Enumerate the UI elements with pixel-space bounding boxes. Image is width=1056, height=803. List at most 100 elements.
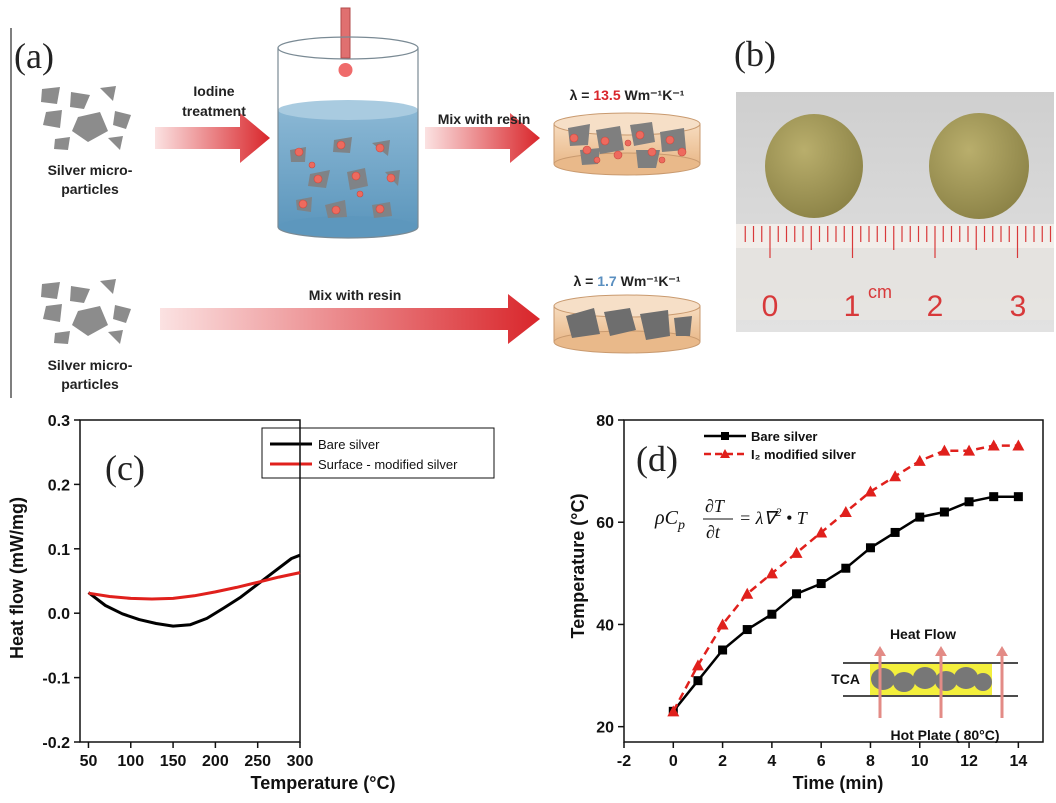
lambda-top-value: 13.5 bbox=[593, 87, 620, 103]
data-point bbox=[864, 485, 877, 497]
series-line-0 bbox=[87, 553, 301, 628]
heat-flow-inset: Heat Flow TCA Hot Plate ( 80°C) bbox=[831, 626, 1018, 743]
data-point bbox=[939, 507, 949, 517]
data-point bbox=[667, 705, 680, 717]
arrow-mix-resin-bottom bbox=[160, 294, 540, 344]
data-point bbox=[815, 526, 828, 538]
panel-c-chart: (c) Heat flow (mW/mg) Temperature (°C) B… bbox=[7, 413, 495, 793]
iodine-label: Iodine bbox=[193, 83, 234, 99]
x-tick-label: 8 bbox=[866, 753, 875, 770]
data-point bbox=[839, 506, 852, 517]
legend-d-bare-marker bbox=[721, 432, 729, 440]
ruler-number-3: 3 bbox=[1010, 290, 1027, 323]
heat-equation: ρCp ∂T ∂t = λ∇2 • T bbox=[654, 496, 809, 542]
ruler-unit: cm bbox=[868, 282, 892, 302]
inset-heat-flow-label: Heat Flow bbox=[890, 626, 956, 642]
treatment-label: treatment bbox=[182, 103, 246, 119]
data-point bbox=[816, 579, 826, 589]
mix-label-top: Mix with resin bbox=[438, 111, 531, 127]
panel-d-chart: (d) Temperature (°C) Time (min) Bare sil… bbox=[568, 413, 1044, 793]
particles-top-label-2: particles bbox=[61, 181, 119, 197]
svg-text:∂T: ∂T bbox=[705, 496, 726, 516]
x-tick-label: 0 bbox=[669, 753, 678, 770]
y-tick-label: 80 bbox=[596, 413, 614, 430]
beaker-icon bbox=[277, 7, 419, 239]
svg-text:∂t: ∂t bbox=[706, 522, 721, 542]
ruler-number-2: 2 bbox=[927, 290, 944, 323]
data-point bbox=[938, 444, 951, 456]
data-point bbox=[913, 454, 926, 466]
data-point bbox=[718, 645, 728, 655]
data-point bbox=[989, 492, 999, 502]
data-point bbox=[693, 676, 703, 686]
data-point bbox=[964, 497, 974, 507]
chart-d-xlabel: Time (min) bbox=[793, 773, 884, 793]
series-line-1 bbox=[88, 571, 301, 601]
arrow-iodine-treatment bbox=[155, 113, 270, 163]
lambda-top-unit: Wm⁻¹K⁻¹ bbox=[625, 87, 685, 103]
y-tick-label: 60 bbox=[596, 515, 614, 532]
x-tick-label: 12 bbox=[960, 753, 978, 770]
ruler-number-0: 0 bbox=[762, 290, 779, 323]
legend-d-modified-label: I₂ modified silver bbox=[751, 447, 856, 462]
plot-frame bbox=[623, 419, 1044, 743]
x-tick-label: 150 bbox=[160, 753, 187, 770]
heat-flow-arrows bbox=[874, 646, 1008, 718]
composite-dish-top-icon bbox=[553, 112, 701, 176]
data-point bbox=[915, 512, 925, 522]
data-point bbox=[742, 625, 752, 635]
data-point bbox=[790, 546, 803, 558]
chart-c-legend: Bare silver Surface - modified silver bbox=[261, 427, 495, 479]
y-tick-label: 0.1 bbox=[48, 542, 70, 559]
data-point bbox=[765, 567, 778, 579]
sample-disc-right bbox=[929, 113, 1029, 219]
chart-d-ylabel: Temperature (°C) bbox=[568, 494, 588, 639]
inset-hot-plate-label: Hot Plate ( 80°C) bbox=[890, 727, 999, 743]
svg-text:ρCp: ρCp bbox=[654, 507, 685, 533]
x-tick-label: 50 bbox=[80, 753, 98, 770]
data-point bbox=[1013, 492, 1023, 502]
x-tick-label: 200 bbox=[202, 753, 229, 770]
panel-a-schematic: (a) Silver micro- particles Iodine treat… bbox=[10, 7, 701, 398]
panel-b-label: (b) bbox=[734, 34, 776, 74]
plot-frame bbox=[79, 419, 301, 743]
x-tick-label: 10 bbox=[911, 753, 929, 770]
silver-particles-bottom-icon bbox=[41, 279, 131, 344]
data-point bbox=[841, 563, 851, 573]
panel-c-label: (c) bbox=[105, 448, 145, 488]
panel-b-photo: (b) 0 1 cm 2 3 bbox=[734, 34, 1054, 332]
y-tick-label: -0.2 bbox=[42, 735, 70, 752]
lambda-top-prefix: λ = bbox=[570, 87, 594, 103]
silver-particles-top-icon bbox=[41, 86, 131, 150]
data-point bbox=[987, 439, 1000, 451]
arrow-mix-resin-top bbox=[425, 113, 540, 163]
data-point bbox=[1012, 439, 1025, 451]
data-point bbox=[889, 470, 902, 482]
composite-dish-bottom-icon bbox=[553, 294, 701, 354]
x-tick-label: 4 bbox=[767, 753, 776, 770]
particles-bottom-label-1: Silver micro- bbox=[48, 357, 133, 373]
particles-bottom-label-2: particles bbox=[61, 376, 119, 392]
y-tick-label: -0.1 bbox=[42, 671, 70, 688]
chart-c-xlabel: Temperature (°C) bbox=[251, 773, 396, 793]
data-point bbox=[741, 587, 754, 599]
ruler-number-1: 1 bbox=[844, 290, 861, 323]
legend-d-bare-label: Bare silver bbox=[751, 429, 818, 444]
inset-tca-label: TCA bbox=[831, 671, 860, 687]
particles-top-label-1: Silver micro- bbox=[48, 162, 133, 178]
y-tick-label: 40 bbox=[596, 617, 614, 634]
data-point bbox=[792, 589, 802, 599]
legend-c-modified-label: Surface - modified silver bbox=[318, 457, 458, 472]
lambda-top: λ = 13.5 Wm⁻¹K⁻¹ bbox=[570, 87, 685, 103]
data-point bbox=[767, 609, 777, 619]
chart-c-ylabel: Heat flow (mW/mg) bbox=[7, 497, 27, 659]
y-tick-label: 0.2 bbox=[48, 477, 70, 494]
legend-c-bare-label: Bare silver bbox=[318, 437, 380, 452]
data-point bbox=[865, 543, 875, 553]
lambda-bottom-prefix: λ = bbox=[574, 273, 598, 289]
panel-d-label: (d) bbox=[636, 439, 678, 479]
x-tick-label: 100 bbox=[117, 753, 144, 770]
lambda-bottom-unit: Wm⁻¹K⁻¹ bbox=[621, 273, 681, 289]
x-tick-label: -2 bbox=[617, 753, 631, 770]
